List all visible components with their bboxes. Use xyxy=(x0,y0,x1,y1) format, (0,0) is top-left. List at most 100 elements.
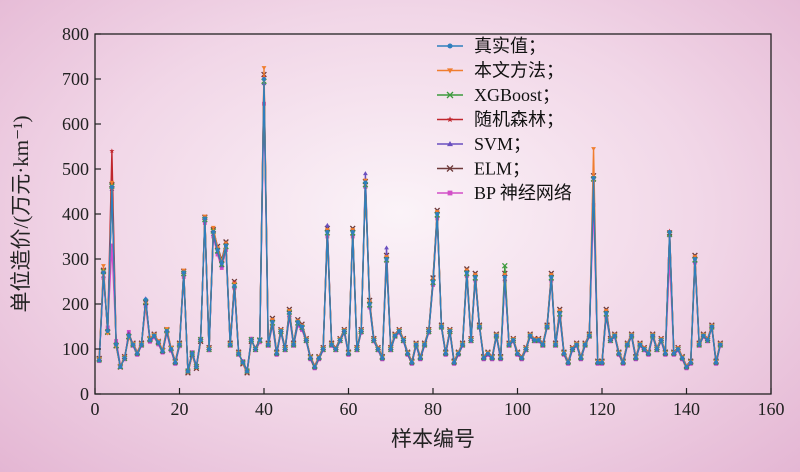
data-point xyxy=(202,216,207,221)
data-point xyxy=(126,333,131,338)
series-line-2 xyxy=(98,80,721,372)
legend-marker xyxy=(446,165,454,172)
data-point xyxy=(397,328,402,334)
data-point xyxy=(447,328,452,334)
data-point xyxy=(667,257,672,261)
data-point xyxy=(583,342,588,347)
data-point xyxy=(359,328,364,334)
data-point xyxy=(380,355,385,361)
data-point xyxy=(316,355,321,361)
y-tick-label: 400 xyxy=(62,204,89,224)
data-point xyxy=(680,355,685,361)
legend-item-2: XGBoost； xyxy=(437,85,560,105)
data-point xyxy=(671,351,676,356)
data-point xyxy=(401,337,406,343)
y-tick-label: 700 xyxy=(62,69,89,89)
x-tick-label: 0 xyxy=(91,399,100,419)
y-tick-label: 500 xyxy=(62,159,89,179)
data-point xyxy=(333,346,338,352)
data-point xyxy=(502,274,507,280)
data-point xyxy=(156,340,161,345)
plot-frame xyxy=(94,33,772,395)
data-point xyxy=(169,346,174,352)
x-tick-label: 120 xyxy=(589,399,616,419)
data-point xyxy=(109,180,115,185)
data-point xyxy=(595,360,600,365)
data-point xyxy=(223,243,229,248)
data-point xyxy=(511,337,516,343)
legend-label: XGBoost； xyxy=(474,85,560,105)
y-tick-label: 800 xyxy=(62,24,89,44)
data-point xyxy=(646,351,651,356)
legend-item-1: 本文方法； xyxy=(437,61,564,81)
data-point xyxy=(612,333,617,338)
data-point xyxy=(367,301,372,307)
data-point xyxy=(616,351,621,356)
data-point xyxy=(718,342,723,347)
series-line-0 xyxy=(98,78,721,373)
data-point xyxy=(409,360,414,365)
series-line-1 xyxy=(98,67,721,374)
series-6 xyxy=(97,101,723,373)
data-point xyxy=(490,355,495,361)
data-point xyxy=(215,247,220,253)
data-point xyxy=(528,333,533,338)
data-point xyxy=(198,337,203,343)
data-point xyxy=(371,337,376,343)
data-point xyxy=(477,324,482,329)
x-axis-title: 样本编号 xyxy=(391,427,475,451)
data-point xyxy=(654,346,659,352)
data-point xyxy=(701,333,706,338)
data-point xyxy=(210,225,216,230)
data-point xyxy=(570,346,575,352)
y-tick-label: 0 xyxy=(80,384,89,404)
y-tick-label: 200 xyxy=(62,294,89,314)
x-tick-label: 140 xyxy=(673,399,700,419)
series-4 xyxy=(96,81,723,373)
data-point xyxy=(405,351,410,356)
data-point xyxy=(240,360,245,365)
data-point xyxy=(697,342,702,347)
data-point xyxy=(473,274,478,280)
data-point xyxy=(540,342,545,347)
data-point xyxy=(501,262,508,269)
data-point xyxy=(688,360,693,365)
data-point xyxy=(545,324,550,329)
legend-marker xyxy=(446,91,454,99)
data-point xyxy=(324,222,330,227)
data-point xyxy=(325,229,330,235)
data-point xyxy=(232,283,237,289)
data-point xyxy=(266,342,271,347)
data-point xyxy=(578,355,583,361)
data-point xyxy=(714,360,719,365)
x-tick-label: 40 xyxy=(255,399,273,419)
data-point xyxy=(676,346,681,352)
data-point xyxy=(312,364,317,370)
legend-marker xyxy=(447,141,453,147)
data-point xyxy=(414,342,419,347)
data-point xyxy=(291,342,296,347)
data-point xyxy=(485,351,490,356)
legend-marker xyxy=(446,116,454,123)
data-point xyxy=(388,346,393,352)
data-point xyxy=(494,333,499,338)
data-point xyxy=(574,342,579,347)
data-point xyxy=(498,355,503,361)
y-tick-label: 100 xyxy=(62,339,89,359)
data-point xyxy=(249,337,254,343)
data-point xyxy=(278,328,283,334)
data-point xyxy=(295,319,300,325)
data-point xyxy=(346,351,351,356)
legend-item-3: 随机森林； xyxy=(437,110,564,130)
data-point xyxy=(667,229,672,235)
data-point xyxy=(663,351,668,356)
data-point xyxy=(536,337,541,343)
data-point xyxy=(219,266,224,270)
series-line-5 xyxy=(98,73,721,374)
data-point xyxy=(101,270,106,275)
data-point xyxy=(177,342,182,347)
data-point xyxy=(164,328,169,334)
data-point xyxy=(523,346,528,352)
legend-label: 真实值； xyxy=(474,36,546,56)
legend: 真实值； 本文方法； XGBoost； 随机森林； SVM； ELM； BP 神经网络 xyxy=(437,36,572,203)
